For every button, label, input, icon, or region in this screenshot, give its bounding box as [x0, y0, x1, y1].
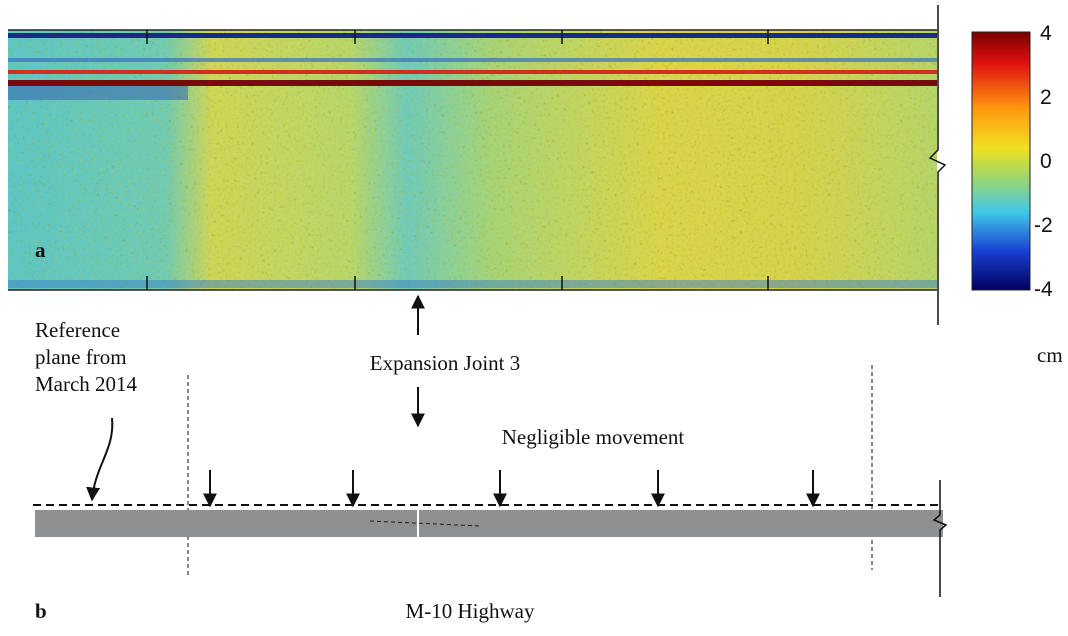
- colorbar-tick: 2: [1040, 86, 1052, 109]
- panel-label: a: [35, 238, 46, 262]
- colorbar-tick: -4: [1034, 278, 1053, 301]
- reference-label: March 2014: [35, 372, 138, 396]
- colorbar: 4 2 0 -2 -4 cm: [971, 22, 1063, 367]
- annotation: Expansion Joint 3: [370, 351, 521, 375]
- colorbar-tick: 0: [1040, 150, 1052, 173]
- caption: M-10 Highway: [406, 599, 535, 623]
- panel-label: b: [35, 599, 47, 623]
- colorbar-unit: cm: [1037, 343, 1063, 367]
- colorbar-tick: -2: [1034, 214, 1053, 237]
- movement-label: Negligible movement: [502, 425, 685, 449]
- arrow: [86, 417, 114, 502]
- diagram: [33, 365, 948, 597]
- reference-label: Reference: [35, 318, 120, 342]
- reference-label: plane from: [35, 345, 127, 369]
- heatmap: [8, 5, 947, 325]
- colorbar-tick: 4: [1040, 22, 1052, 45]
